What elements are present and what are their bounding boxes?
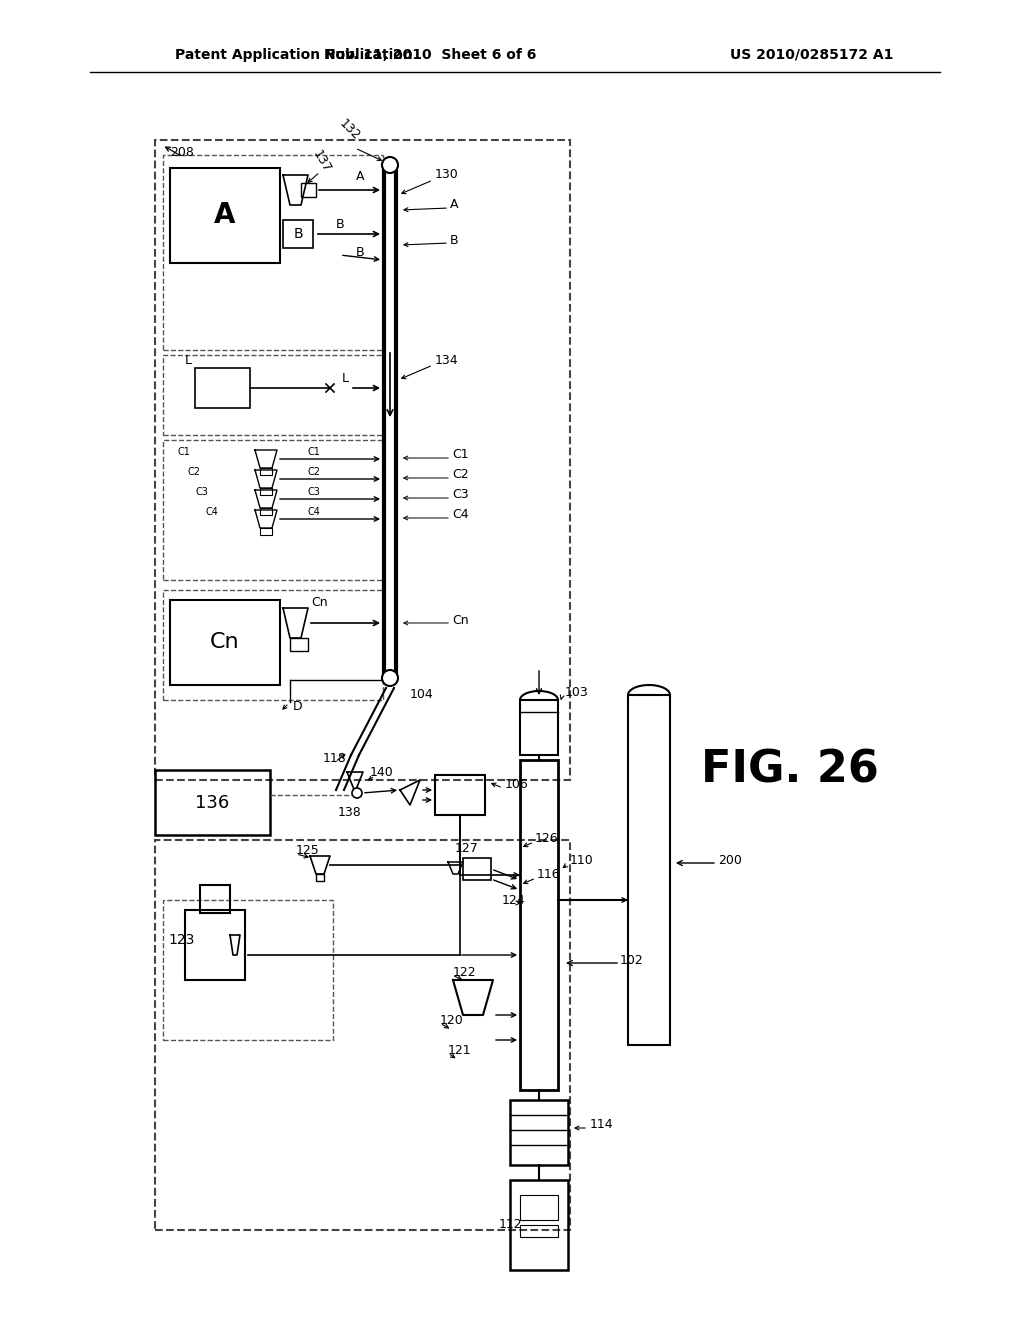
Text: 140: 140 bbox=[370, 767, 394, 780]
Text: 124: 124 bbox=[502, 894, 525, 907]
Text: 106: 106 bbox=[505, 779, 528, 792]
Text: 125: 125 bbox=[296, 843, 319, 857]
Bar bbox=[185, 909, 245, 979]
Text: 200: 200 bbox=[718, 854, 741, 866]
Text: D: D bbox=[293, 701, 303, 714]
Text: 127: 127 bbox=[455, 842, 479, 854]
Text: C3: C3 bbox=[307, 487, 321, 498]
Text: L: L bbox=[185, 354, 193, 367]
Bar bbox=[155, 140, 570, 780]
Circle shape bbox=[352, 788, 362, 799]
Text: US 2010/0285172 A1: US 2010/0285172 A1 bbox=[730, 48, 893, 62]
Bar bbox=[301, 183, 316, 197]
Text: C2: C2 bbox=[307, 467, 321, 477]
Bar bbox=[290, 638, 308, 651]
Text: B: B bbox=[293, 227, 303, 242]
Text: C4: C4 bbox=[452, 508, 469, 521]
Bar bbox=[163, 900, 333, 1040]
Text: Cn: Cn bbox=[311, 597, 329, 610]
Text: 120: 120 bbox=[440, 1014, 464, 1027]
Text: 122: 122 bbox=[453, 965, 476, 978]
Text: 110: 110 bbox=[570, 854, 594, 866]
Text: A: A bbox=[450, 198, 459, 211]
Bar bbox=[520, 700, 558, 755]
Bar bbox=[520, 760, 558, 1090]
Text: Nov. 11, 2010  Sheet 6 of 6: Nov. 11, 2010 Sheet 6 of 6 bbox=[324, 48, 537, 62]
Text: 116: 116 bbox=[537, 869, 560, 882]
Bar bbox=[435, 775, 485, 814]
Text: 132: 132 bbox=[337, 117, 362, 143]
Text: C3: C3 bbox=[452, 488, 469, 502]
Text: 123: 123 bbox=[168, 933, 195, 946]
Text: Cn: Cn bbox=[210, 632, 240, 652]
Text: FIG. 26: FIG. 26 bbox=[701, 748, 879, 792]
Text: C1: C1 bbox=[178, 447, 190, 457]
Bar bbox=[510, 1100, 568, 1166]
Bar bbox=[170, 601, 280, 685]
Text: A: A bbox=[355, 170, 365, 183]
Text: L: L bbox=[341, 371, 348, 384]
Text: C1: C1 bbox=[307, 447, 321, 457]
Bar bbox=[283, 220, 313, 248]
Text: Patent Application Publication: Patent Application Publication bbox=[175, 48, 413, 62]
Bar bbox=[163, 590, 383, 700]
Text: 114: 114 bbox=[590, 1118, 613, 1131]
Text: B: B bbox=[336, 219, 344, 231]
Text: 134: 134 bbox=[435, 354, 459, 367]
Text: C3: C3 bbox=[196, 487, 209, 498]
Text: C4: C4 bbox=[205, 507, 218, 517]
Text: 137: 137 bbox=[310, 148, 333, 176]
Text: Cn: Cn bbox=[452, 614, 469, 627]
Bar bbox=[260, 528, 272, 535]
Text: 126: 126 bbox=[535, 832, 559, 845]
Text: C2: C2 bbox=[452, 469, 469, 482]
Text: C2: C2 bbox=[187, 467, 200, 477]
Bar bbox=[520, 1225, 558, 1237]
Text: A: A bbox=[214, 201, 236, 228]
Text: C1: C1 bbox=[452, 449, 469, 462]
Bar bbox=[316, 874, 324, 880]
Bar bbox=[510, 1180, 568, 1270]
Text: 102: 102 bbox=[620, 953, 644, 966]
Bar bbox=[155, 770, 270, 836]
Text: 112: 112 bbox=[499, 1218, 522, 1232]
Text: C4: C4 bbox=[307, 507, 321, 517]
Bar bbox=[463, 858, 490, 880]
Bar bbox=[260, 508, 272, 515]
Text: 130: 130 bbox=[435, 169, 459, 181]
Bar bbox=[155, 840, 570, 1230]
Text: 104: 104 bbox=[410, 689, 434, 701]
Circle shape bbox=[382, 671, 398, 686]
Circle shape bbox=[382, 157, 398, 173]
Bar bbox=[260, 469, 272, 475]
Bar bbox=[520, 1195, 558, 1220]
Text: 121: 121 bbox=[449, 1044, 472, 1056]
Text: 103: 103 bbox=[565, 686, 589, 700]
Text: B: B bbox=[450, 234, 459, 247]
Bar bbox=[195, 368, 250, 408]
Bar bbox=[260, 488, 272, 495]
Text: 138: 138 bbox=[338, 805, 361, 818]
Text: 136: 136 bbox=[195, 795, 229, 812]
Text: 118: 118 bbox=[323, 751, 347, 764]
Bar bbox=[163, 440, 383, 579]
Bar bbox=[163, 355, 383, 436]
Text: 208: 208 bbox=[170, 147, 194, 160]
Bar bbox=[200, 884, 230, 913]
Bar bbox=[163, 154, 383, 350]
Bar bbox=[628, 696, 670, 1045]
Bar bbox=[170, 168, 280, 263]
Text: B: B bbox=[355, 247, 365, 260]
